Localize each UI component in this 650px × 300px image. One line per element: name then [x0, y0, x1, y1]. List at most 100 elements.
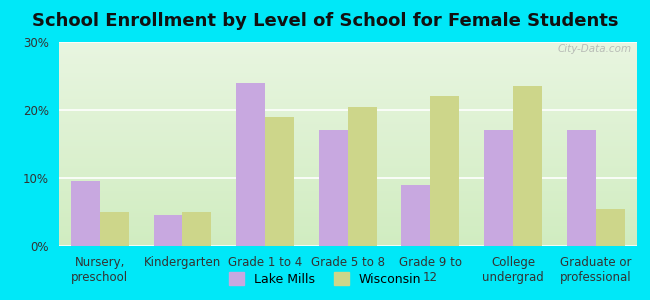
Bar — [58, 85, 637, 87]
Bar — [58, 119, 637, 122]
Bar — [58, 150, 637, 152]
Bar — [58, 193, 637, 195]
Bar — [58, 138, 637, 140]
Bar — [100, 212, 129, 246]
Bar — [58, 207, 637, 209]
Bar — [183, 212, 211, 246]
Bar — [58, 242, 637, 244]
Bar — [58, 172, 637, 175]
Bar — [58, 146, 637, 148]
Bar — [58, 77, 637, 79]
Bar — [58, 101, 637, 103]
Bar — [58, 60, 637, 62]
Bar — [58, 197, 637, 199]
Bar — [58, 142, 637, 144]
Bar — [58, 44, 637, 46]
Bar — [348, 106, 377, 246]
Bar — [58, 213, 637, 215]
Bar — [58, 91, 637, 93]
Bar — [58, 220, 637, 221]
Bar — [58, 54, 637, 56]
Bar — [58, 124, 637, 126]
Bar — [58, 203, 637, 205]
Bar — [58, 167, 637, 169]
Bar — [58, 62, 637, 64]
Bar — [58, 177, 637, 179]
Bar — [58, 185, 637, 187]
Bar — [58, 240, 637, 242]
Bar — [236, 83, 265, 246]
Bar — [58, 234, 637, 236]
Bar — [58, 107, 637, 109]
Bar — [58, 67, 637, 68]
Bar — [402, 185, 430, 246]
Bar — [58, 42, 637, 44]
Bar — [58, 152, 637, 154]
Legend: Lake Mills, Wisconsin: Lake Mills, Wisconsin — [224, 267, 426, 291]
Bar — [153, 215, 183, 246]
Bar — [58, 236, 637, 238]
Bar — [595, 208, 625, 246]
Bar — [58, 148, 637, 150]
Bar — [58, 103, 637, 105]
Bar — [58, 162, 637, 164]
Bar — [58, 226, 637, 228]
Bar — [58, 64, 637, 67]
Bar — [484, 130, 513, 246]
Bar — [58, 81, 637, 83]
Bar — [58, 230, 637, 232]
Bar — [58, 224, 637, 226]
Bar — [58, 56, 637, 58]
Bar — [58, 154, 637, 156]
Bar — [58, 218, 637, 220]
Bar — [58, 187, 637, 189]
Bar — [58, 191, 637, 193]
Bar — [58, 68, 637, 70]
Bar — [58, 109, 637, 111]
Bar — [58, 99, 637, 101]
Bar — [58, 58, 637, 60]
Bar — [58, 169, 637, 170]
Bar — [58, 111, 637, 113]
Bar — [318, 130, 348, 246]
Bar — [58, 201, 637, 203]
Bar — [58, 140, 637, 142]
Text: School Enrollment by Level of School for Female Students: School Enrollment by Level of School for… — [32, 12, 618, 30]
Bar — [58, 130, 637, 132]
Bar — [58, 70, 637, 73]
Bar — [58, 175, 637, 177]
Bar — [58, 122, 637, 124]
Bar — [58, 132, 637, 134]
Bar — [58, 87, 637, 89]
Bar — [58, 136, 637, 138]
Bar — [71, 182, 100, 246]
Text: City-Data.com: City-Data.com — [557, 44, 631, 54]
Bar — [58, 158, 637, 160]
Bar — [58, 75, 637, 77]
Bar — [58, 128, 637, 130]
Bar — [58, 46, 637, 48]
Bar — [58, 215, 637, 217]
Bar — [58, 238, 637, 240]
Bar — [58, 126, 637, 128]
Bar — [58, 195, 637, 197]
Bar — [265, 117, 294, 246]
Bar — [58, 97, 637, 99]
Bar — [58, 189, 637, 191]
Bar — [58, 221, 637, 224]
Bar — [58, 199, 637, 201]
Bar — [58, 52, 637, 54]
Bar — [58, 118, 637, 119]
Bar — [58, 205, 637, 207]
Bar — [58, 95, 637, 97]
Bar — [58, 116, 637, 118]
Bar — [58, 144, 637, 146]
Bar — [58, 93, 637, 95]
Bar — [567, 130, 595, 246]
Bar — [58, 209, 637, 211]
Bar — [58, 232, 637, 234]
Bar — [430, 96, 460, 246]
Bar — [58, 181, 637, 183]
Bar — [58, 50, 637, 52]
Bar — [58, 79, 637, 81]
